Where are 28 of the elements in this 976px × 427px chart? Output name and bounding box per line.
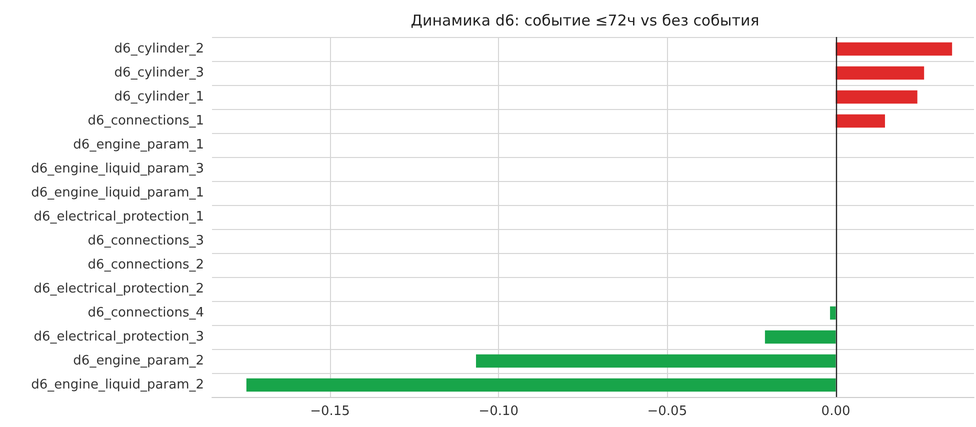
y-tick-label: d6_connections_1: [88, 114, 204, 128]
bar: [836, 66, 924, 80]
y-tick-label: d6_engine_param_1: [73, 138, 204, 152]
y-tick-label: d6_electrical_protection_1: [34, 210, 204, 224]
y-tick-label: d6_connections_2: [88, 258, 204, 272]
bar: [836, 42, 952, 56]
bar: [830, 306, 836, 320]
y-tick-label: d6_engine_liquid_param_3: [31, 162, 204, 176]
bar: [836, 90, 918, 104]
y-tick-label: d6_electrical_protection_2: [34, 282, 204, 296]
bar: [476, 354, 836, 368]
y-tick-label: d6_cylinder_3: [114, 66, 204, 80]
bar: [764, 330, 836, 344]
y-tick-label: d6_connections_4: [88, 306, 204, 320]
y-tick-label: d6_cylinder_1: [114, 90, 204, 104]
y-tick-label: d6_electrical_protection_3: [34, 330, 204, 344]
y-tick-label: d6_engine_liquid_param_2: [31, 378, 204, 392]
y-tick-label: d6_cylinder_2: [114, 42, 204, 56]
x-tick-label: −0.10: [478, 404, 519, 419]
y-tick-label: d6_engine_param_2: [73, 354, 204, 368]
y-tick-label: d6_connections_3: [88, 234, 204, 248]
bar: [246, 378, 836, 392]
x-tick-label: −0.15: [310, 404, 350, 419]
chart-title: Динамика d6: событие ≤72ч vs без события: [410, 12, 760, 30]
x-tick-label: −0.05: [647, 404, 688, 419]
x-tick-label: 0.00: [821, 404, 850, 419]
bar: [836, 114, 885, 128]
y-tick-label: d6_engine_liquid_param_1: [31, 186, 204, 200]
